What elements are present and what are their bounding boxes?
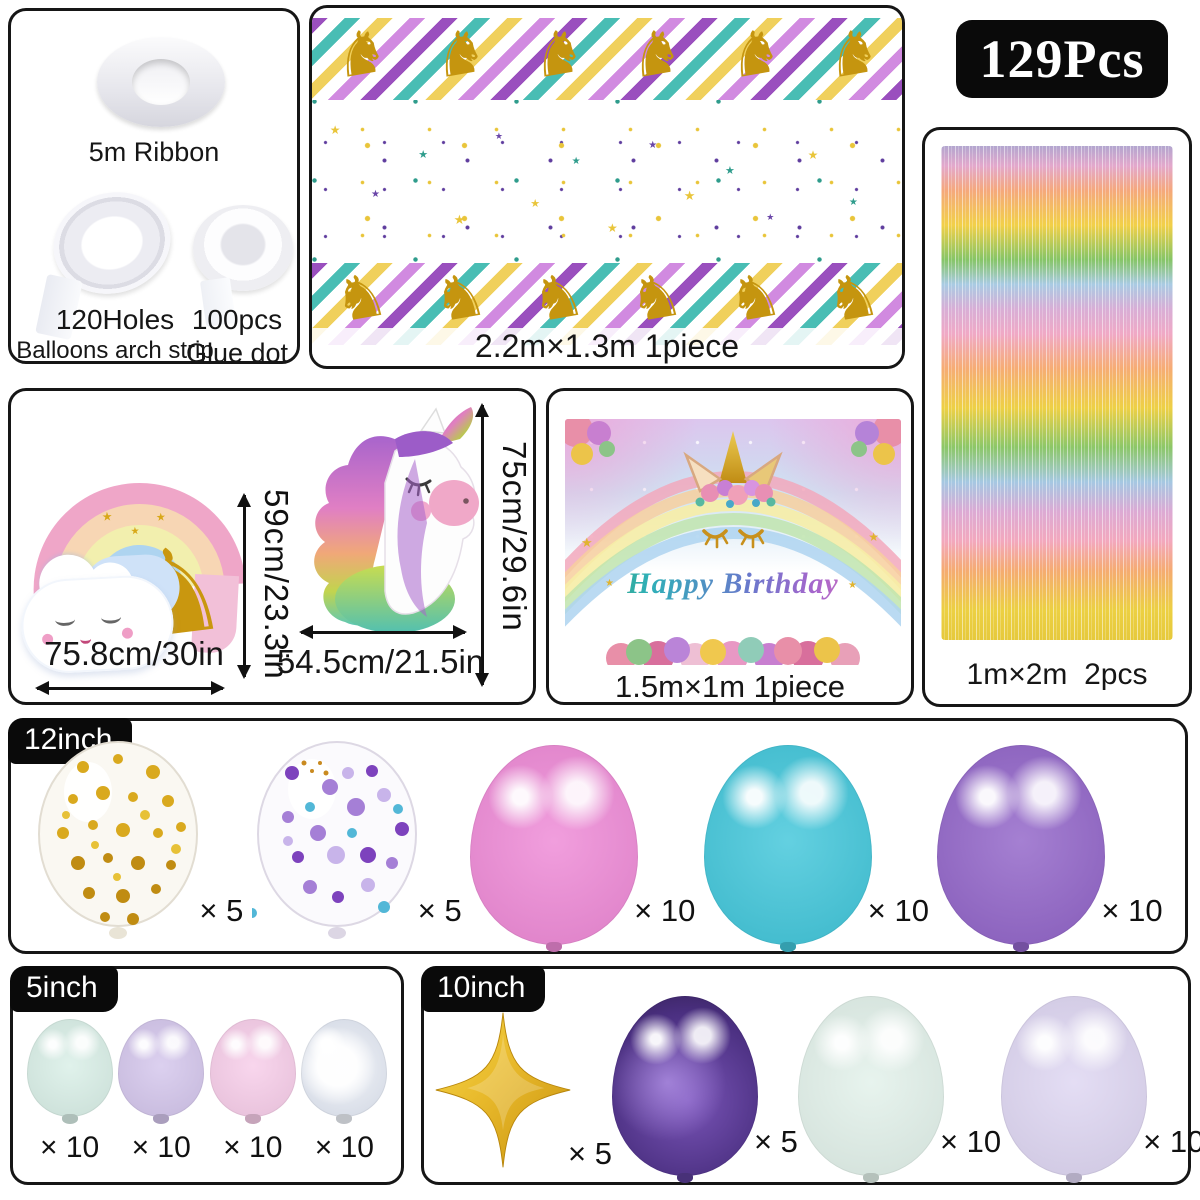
- balloon-count: × 10: [223, 1131, 283, 1164]
- backdrop-size-label: 1.5m×1m 1piece: [614, 669, 846, 704]
- panel-foil-balloons: ★ ★ ★ ♞ 59cm/23.3in 75.8cm/30in: [8, 388, 536, 705]
- lilac-balloon-image: [118, 1019, 205, 1117]
- rainbow-width-arrow: [35, 681, 225, 695]
- unicorn-height-label: 75cm/29.6in: [496, 441, 533, 632]
- balloon-item: × 10: [26, 1019, 113, 1165]
- curtain-size-label: 1m×2m 2pcs: [966, 658, 1148, 691]
- balloon-count: × 10: [939, 1124, 1002, 1159]
- clear-balloon-image: [301, 1019, 388, 1117]
- chrome-purple-balloon-image: [611, 996, 758, 1176]
- backdrop-title: Happy Birthday: [565, 567, 901, 601]
- balloon-item: × 10: [937, 745, 1163, 945]
- gold-confetti-balloon-image: [38, 741, 199, 939]
- total-pieces-badge: 129Pcs: [956, 20, 1168, 98]
- balloon-item: × 5: [611, 996, 798, 1176]
- balloon-item: × 10: [1001, 996, 1200, 1176]
- balloon-count: × 5: [568, 1136, 612, 1171]
- backdrop-unicorn-face: [683, 431, 783, 549]
- balloon-item: × 10: [470, 745, 695, 945]
- unicorn-height-arrow: [475, 403, 489, 687]
- pink-balloon-image: [209, 1019, 296, 1117]
- panel-fringe-curtain: 1m×2m 2pcs: [922, 127, 1192, 707]
- balloon-count: × 5: [417, 893, 462, 928]
- arch-strip-label: 120Holes Balloons arch strip: [16, 304, 214, 364]
- panel-backdrop: ★ ★ ★ ★ Happy Birthday: [546, 388, 914, 705]
- glue-dot-label: 100pcs Glue dot: [185, 304, 289, 368]
- balloon-count: × 10: [634, 893, 696, 928]
- unicorn-width-label: 54.5cm/21.5in: [276, 643, 485, 680]
- backdrop-flower-border: [565, 621, 901, 665]
- purple-balloon-image: [937, 745, 1106, 945]
- rainbow-height-label: 59cm/23.3in: [258, 489, 295, 680]
- balloon-count: × 5: [199, 893, 244, 928]
- pink-balloon-image: [470, 745, 639, 945]
- balloon-item: × 5: [251, 737, 462, 945]
- ribbon-label: 5m Ribbon: [88, 137, 220, 167]
- balloon-item: × 10: [703, 745, 929, 945]
- panel-tablecloth: ♞ ♞ ♞ ♞ ♞ ♞ ★ ★ ★ ★ ★ ★ ★ ★ ★ ★ ★ ★ ★ ★ …: [309, 5, 905, 369]
- tablecloth-size-label: 2.2m×1.3m 1piece: [312, 328, 902, 365]
- gold-star-foil-image: [435, 1012, 571, 1168]
- balloon-count: × 10: [314, 1131, 374, 1164]
- glue-dot-roll-image: [193, 205, 293, 291]
- balloon-count: × 10: [1143, 1124, 1200, 1159]
- balloon-count: × 10: [39, 1131, 100, 1164]
- balloon-count: × 10: [1101, 893, 1163, 928]
- tablecloth-dots-area: ★ ★ ★ ★ ★ ★ ★ ★ ★ ★ ★ ★ ★ ★: [312, 100, 902, 263]
- teal-balloon-image: [703, 745, 872, 945]
- mint-balloon-image: [26, 1019, 113, 1117]
- panel-12inch-balloons: 12inch: [8, 718, 1188, 954]
- size-badge-10inch: 10inch: [421, 966, 546, 1012]
- panel-accessories: 5m Ribbon 120Holes Balloons arch strip 1…: [8, 8, 300, 368]
- tablecloth-top-band: [312, 18, 902, 100]
- balloon-item: × 5: [33, 737, 243, 945]
- panel-5inch-balloons: 5inch × 10 × 10 × 10 × 10: [10, 966, 404, 1185]
- rainbow-fringe-curtain-image: [941, 146, 1173, 640]
- ribbon-spool-image: [97, 37, 225, 127]
- total-pieces-label: 129Pcs: [979, 29, 1145, 89]
- rainbow-height-arrow: [237, 493, 251, 679]
- purple-confetti-balloon-image: [251, 741, 417, 939]
- balloon-item: × 10: [301, 1019, 388, 1165]
- balloon-count: × 5: [753, 1124, 798, 1159]
- balloon-item: × 5: [434, 1004, 612, 1176]
- panel-10inch-balloons: 10inch × 5 × 5 × 10 × 10 × 10: [421, 966, 1200, 1185]
- unicorn-width-arrow: [299, 625, 467, 639]
- balloon-count: × 10: [131, 1131, 191, 1164]
- balloon-item: × 10: [118, 1019, 205, 1165]
- balloon-item: × 10: [797, 996, 1002, 1176]
- backdrop-image: ★ ★ ★ ★ Happy Birthday: [565, 419, 901, 665]
- balloon-item: × 10: [209, 1019, 296, 1165]
- rainbow-width-label: 75.8cm/30in: [44, 635, 224, 672]
- size-badge-5inch: 5inch: [10, 966, 118, 1012]
- unicorn-head-balloon-image: [314, 407, 479, 633]
- mint-balloon-image: [797, 996, 944, 1176]
- balloon-count: × 10: [867, 893, 929, 928]
- lilac-balloon-image: [1001, 996, 1148, 1176]
